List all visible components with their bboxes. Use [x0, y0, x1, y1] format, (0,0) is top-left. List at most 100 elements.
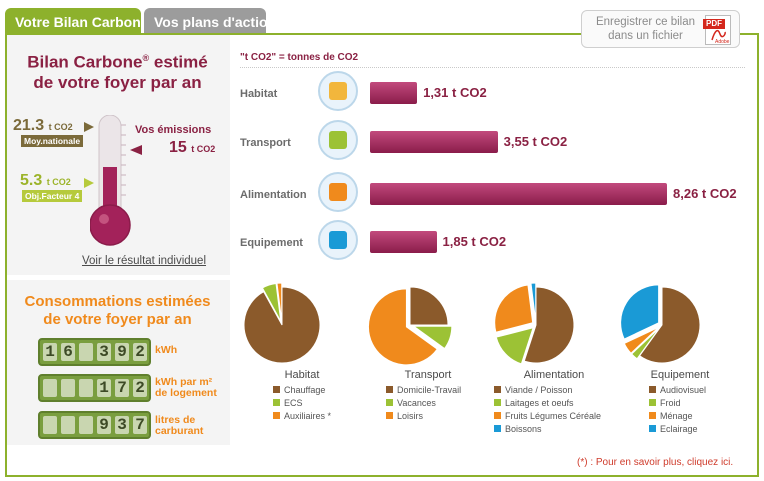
legend-swatch — [649, 386, 656, 393]
pie-slice-transport-2 — [367, 288, 438, 366]
legend-label: Froid — [660, 398, 681, 408]
pie-equipement — [620, 284, 701, 364]
legend-label: Eclairage — [660, 424, 698, 434]
pie-habitat — [243, 282, 321, 364]
legend-label: Laitages et oeufs — [505, 398, 574, 408]
pie-slice-alimentation-1 — [495, 327, 534, 365]
legend-label: Fruits Légumes Céréale — [505, 411, 602, 421]
legend-item-alimentation-3: Boissons — [494, 423, 542, 435]
kwh-m2-counter: 1 7 2 — [38, 374, 151, 402]
legend-item-equipement-0: Audiovisuel — [649, 384, 706, 396]
info-link[interactable]: (*) : Pour en savoir plus, cliquez ici. — [577, 457, 734, 468]
pdf-tag: PDF — [703, 19, 725, 29]
legend-swatch — [273, 412, 280, 419]
pie-slice-habitat-1 — [261, 282, 282, 322]
export-label-line2: dans un fichier — [608, 30, 683, 42]
legend-item-equipement-2: Ménage — [649, 410, 693, 422]
carburant-counter: 9 3 7 — [38, 411, 151, 439]
bar-equipement — [370, 231, 437, 253]
legend-swatch — [649, 412, 656, 419]
legend-label: Chauffage — [284, 385, 326, 395]
legend-label: Boissons — [505, 424, 542, 434]
bar-category-alimentation: Alimentation — [240, 189, 307, 201]
house-icon — [318, 71, 358, 111]
moyenne-value: 21.3 t CO2 — [13, 117, 73, 134]
unit-note-divider — [240, 67, 745, 68]
bar-value-equipement: 1,85 t CO2 — [442, 234, 507, 249]
kwh-m2-unit: kWh par m² de logement — [155, 376, 217, 399]
legend-swatch — [494, 425, 501, 432]
conso-title: Consommations estimées de votre foyer par… — [24, 293, 211, 328]
pie-slice-alimentation-2 — [494, 284, 534, 333]
legend-swatch — [386, 399, 393, 406]
bar-habitat — [370, 82, 418, 104]
bar-category-transport: Transport — [240, 137, 291, 149]
pie-slice-habitat-0 — [243, 286, 321, 364]
kwh-counter: 1 6 3 9 2 — [38, 338, 151, 366]
thermometer — [90, 115, 131, 246]
legend-swatch — [273, 386, 280, 393]
bar-transport — [370, 131, 498, 153]
pie-slice-equipement-2 — [623, 326, 660, 354]
objectif-label: Obj.Facteur 4 — [22, 190, 83, 202]
emissions-marker-icon — [130, 145, 142, 155]
pie-slice-equipement-3 — [620, 284, 660, 340]
export-pdf-button[interactable]: Enregistrer ce bilan dans un fichier PDF… — [581, 10, 740, 48]
unit-note: "t CO2" = tonnes de CO2 — [240, 52, 359, 63]
pie-slice-equipement-0 — [638, 286, 701, 364]
food-basket-icon — [318, 172, 358, 212]
bar-category-habitat: Habitat — [240, 88, 278, 100]
tab-vos-plans-action[interactable]: Vos plans d'action — [144, 8, 276, 34]
pie-slice-alimentation-0 — [523, 286, 575, 364]
bar-value-alimentation: 8,26 t CO2 — [673, 186, 737, 201]
legend-swatch — [273, 399, 280, 406]
pie-title-transport: Transport — [404, 369, 452, 381]
moyenne-marker-icon — [84, 122, 94, 132]
pdf-brand: Adobe — [715, 39, 730, 45]
pie-slice-transport-1 — [412, 325, 453, 350]
pie-alimentation — [494, 282, 575, 365]
pie-title-equipement: Equipement — [650, 369, 710, 381]
legend-item-equipement-3: Eclairage — [649, 423, 698, 435]
pie-transport — [367, 286, 453, 366]
legend-item-habitat-2: Auxiliaires * — [273, 410, 331, 422]
legend-swatch — [386, 412, 393, 419]
legend-label: Audiovisuel — [660, 385, 707, 395]
voir-resultat-link[interactable]: Voir le résultat individuel — [82, 255, 207, 267]
legend-label: Domicile-Travail — [397, 385, 462, 395]
legend-label: Loisirs — [397, 411, 424, 421]
legend-swatch — [494, 412, 501, 419]
moyenne-label: Moy.nationale — [21, 135, 84, 147]
legend-label: Viande / Poisson — [505, 385, 573, 395]
legend-swatch — [494, 386, 501, 393]
pie-charts — [243, 282, 701, 366]
appliance-icon — [318, 220, 358, 260]
legend-label: ECS — [284, 398, 303, 408]
pie-title-habitat: Habitat — [284, 369, 320, 381]
emissions-value: 15 t CO2 — [169, 139, 216, 156]
pie-slice-alimentation-3 — [530, 282, 537, 322]
legend-item-habitat-1: ECS — [273, 397, 303, 409]
road-icon — [318, 120, 358, 160]
legend-label: Ménage — [660, 411, 693, 421]
pie-slice-equipement-1 — [630, 327, 660, 360]
kwh-unit: kWh — [155, 344, 178, 356]
legend-item-transport-1: Vacances — [386, 397, 436, 409]
legend-label: Vacances — [397, 398, 436, 408]
pdf-icon: PDF Adobe — [703, 15, 731, 45]
legend-swatch — [649, 425, 656, 432]
pie-title-alimentation: Alimentation — [523, 369, 585, 381]
tab-votre-bilan-carbone[interactable]: Votre Bilan Carbone — [5, 8, 149, 34]
legend-item-transport-2: Loisirs — [386, 410, 423, 422]
objectif-value: 5.3 t CO2 — [20, 172, 71, 189]
legend-item-alimentation-2: Fruits Légumes Céréale — [494, 410, 601, 422]
bar-value-transport: 3,55 t CO2 — [503, 134, 568, 149]
legend-swatch — [649, 399, 656, 406]
emissions-label: Vos émissions — [135, 124, 212, 136]
bilan-title: Bilan Carbone® estimé de votre foyer par… — [27, 52, 208, 92]
legend-swatch — [494, 399, 501, 406]
legend-item-equipement-1: Froid — [649, 397, 681, 409]
legend-item-habitat-0: Chauffage — [273, 384, 325, 396]
objectif-marker-icon — [84, 178, 94, 188]
bar-value-habitat: 1,31 t CO2 — [423, 85, 487, 100]
